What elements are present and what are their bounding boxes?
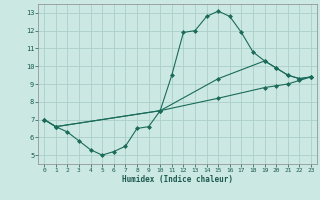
X-axis label: Humidex (Indice chaleur): Humidex (Indice chaleur) [122,175,233,184]
